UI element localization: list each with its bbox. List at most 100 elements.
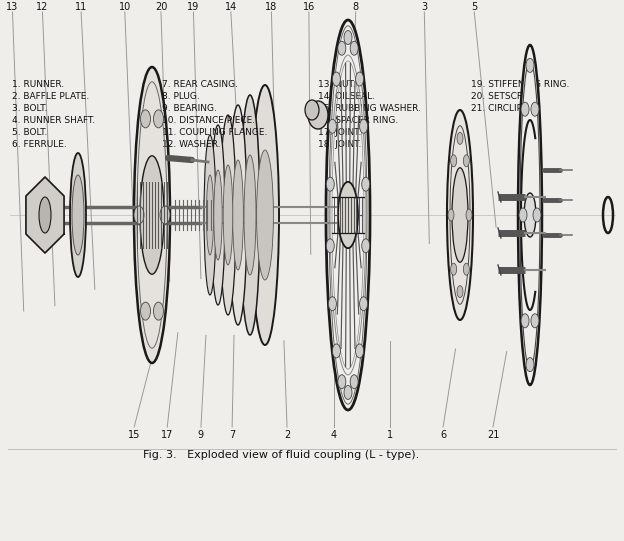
Text: 16: 16	[303, 2, 315, 12]
Text: 17: 17	[161, 430, 173, 440]
Text: 5: 5	[471, 2, 477, 12]
Text: 9: 9	[198, 430, 204, 440]
Ellipse shape	[526, 358, 534, 372]
Text: 3: 3	[421, 2, 427, 12]
Ellipse shape	[240, 95, 260, 335]
Text: 15. RUBBING WASHER.: 15. RUBBING WASHER.	[318, 104, 421, 113]
Ellipse shape	[518, 45, 542, 385]
Text: 12: 12	[36, 2, 49, 12]
Text: 20. SETSCREW.: 20. SETSCREW.	[471, 92, 540, 101]
Ellipse shape	[134, 206, 144, 224]
Text: 13: 13	[6, 2, 19, 12]
Ellipse shape	[451, 263, 457, 275]
Ellipse shape	[244, 155, 256, 275]
Ellipse shape	[526, 58, 534, 72]
Text: 2. BAFFLE PLATE.: 2. BAFFLE PLATE.	[12, 92, 90, 101]
Ellipse shape	[154, 110, 163, 128]
Text: 14. OILSEAL.: 14. OILSEAL.	[318, 92, 376, 101]
Polygon shape	[26, 177, 64, 253]
Ellipse shape	[344, 30, 352, 44]
Ellipse shape	[204, 135, 216, 295]
Text: 7. REAR CASING.: 7. REAR CASING.	[162, 80, 238, 89]
Ellipse shape	[531, 102, 539, 116]
Ellipse shape	[466, 209, 472, 221]
Text: 21: 21	[487, 430, 499, 440]
Ellipse shape	[256, 150, 273, 280]
Ellipse shape	[350, 41, 358, 55]
Text: 6: 6	[440, 430, 446, 440]
Ellipse shape	[447, 110, 473, 320]
Text: 15: 15	[128, 430, 140, 440]
Ellipse shape	[356, 344, 364, 358]
Text: 11. COUPLING FLANGE.: 11. COUPLING FLANGE.	[162, 128, 268, 137]
Text: 4. RUNNER SHAFT.: 4. RUNNER SHAFT.	[12, 116, 95, 125]
Ellipse shape	[521, 102, 529, 116]
Ellipse shape	[452, 168, 468, 262]
Ellipse shape	[356, 72, 364, 86]
Text: 1. RUNNER.: 1. RUNNER.	[12, 80, 65, 89]
Ellipse shape	[308, 101, 328, 129]
Ellipse shape	[140, 156, 164, 274]
Ellipse shape	[457, 286, 463, 298]
Text: 2: 2	[284, 430, 290, 440]
Ellipse shape	[333, 344, 341, 358]
Ellipse shape	[70, 153, 86, 277]
Ellipse shape	[140, 302, 150, 320]
Ellipse shape	[362, 239, 370, 253]
Text: 19: 19	[187, 2, 200, 12]
Text: 10. DISTANCE PIECE.: 10. DISTANCE PIECE.	[162, 116, 255, 125]
Text: 4: 4	[331, 430, 337, 440]
Ellipse shape	[338, 375, 346, 389]
Ellipse shape	[39, 197, 51, 233]
Text: 8. PLUG.: 8. PLUG.	[162, 92, 200, 101]
Text: 1: 1	[387, 430, 393, 440]
Ellipse shape	[328, 296, 336, 311]
Text: 16. SPACER RING.: 16. SPACER RING.	[318, 116, 399, 125]
Ellipse shape	[72, 175, 84, 255]
Text: 8: 8	[353, 2, 359, 12]
Ellipse shape	[457, 133, 463, 144]
Text: 5. BOLT.: 5. BOLT.	[12, 128, 48, 137]
Ellipse shape	[338, 182, 358, 248]
Ellipse shape	[531, 314, 539, 328]
Ellipse shape	[207, 175, 213, 255]
Ellipse shape	[220, 115, 236, 315]
Text: 7: 7	[229, 430, 235, 440]
Ellipse shape	[233, 160, 243, 270]
Ellipse shape	[464, 263, 469, 275]
Text: 19. STIFFENING RING.: 19. STIFFENING RING.	[471, 80, 570, 89]
Ellipse shape	[451, 155, 457, 167]
Text: 10: 10	[119, 2, 131, 12]
Ellipse shape	[333, 72, 341, 86]
Ellipse shape	[338, 41, 346, 55]
Text: 6. FERRULE.: 6. FERRULE.	[12, 140, 67, 149]
Ellipse shape	[223, 165, 233, 265]
Ellipse shape	[362, 177, 370, 191]
Text: 12. WASHER.: 12. WASHER.	[162, 140, 221, 149]
Ellipse shape	[211, 125, 225, 305]
Ellipse shape	[214, 170, 222, 260]
Ellipse shape	[464, 155, 469, 167]
Text: 11: 11	[75, 2, 87, 12]
Text: Fig. 3.   Exploded view of fluid coupling (L - type).: Fig. 3. Exploded view of fluid coupling …	[143, 450, 419, 460]
Ellipse shape	[350, 375, 358, 389]
Ellipse shape	[519, 208, 527, 222]
Ellipse shape	[160, 206, 170, 224]
Text: 17. JOINT.: 17. JOINT.	[318, 128, 362, 137]
Text: 9. BEARING.: 9. BEARING.	[162, 104, 217, 113]
Ellipse shape	[251, 85, 279, 345]
Ellipse shape	[326, 239, 334, 253]
Text: 18. JOINT.: 18. JOINT.	[318, 140, 362, 149]
Text: 13. NUT.: 13. NUT.	[318, 80, 356, 89]
Ellipse shape	[524, 193, 536, 237]
Ellipse shape	[359, 119, 368, 133]
Ellipse shape	[229, 105, 247, 325]
Text: 21. CIRCLIP.: 21. CIRCLIP.	[471, 104, 524, 113]
Ellipse shape	[305, 100, 319, 120]
Ellipse shape	[140, 110, 150, 128]
Text: 18: 18	[265, 2, 278, 12]
Ellipse shape	[448, 209, 454, 221]
Text: 20: 20	[155, 2, 167, 12]
Ellipse shape	[359, 296, 368, 311]
Ellipse shape	[533, 208, 541, 222]
